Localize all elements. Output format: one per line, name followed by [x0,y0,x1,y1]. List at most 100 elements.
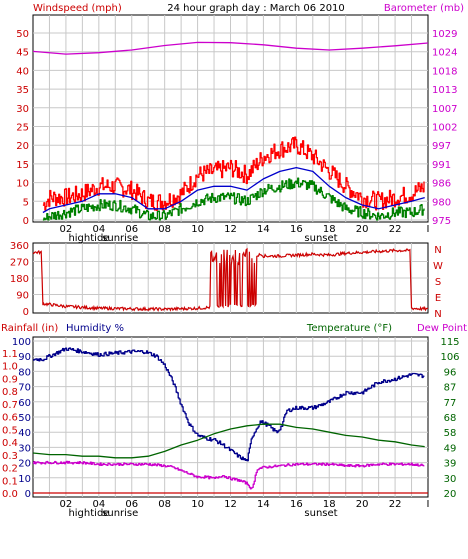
x-tick-label: 14 [257,224,270,235]
humidity-tick-label: 60 [18,398,31,409]
temperature-tick-label: 115 [440,337,459,348]
rainfall-tick-label: 0.1 [2,476,18,487]
humidity-tick-label: 70 [18,383,31,394]
windspeed-tick-label: 45 [16,48,29,59]
direction-tick-label: 90 [16,291,29,302]
barometer-line [32,41,429,55]
temperature-tick-label: 20 [444,489,457,500]
humidity-tick-label: 0 [25,489,31,500]
temperature-tick-label: 87 [444,383,457,394]
rainfall-tick-label: 0.9 [2,374,18,385]
compass-letter: E [435,293,441,304]
humidity-line [33,347,425,462]
wind-line [42,177,425,221]
x-tick-label: 02 [60,224,73,235]
temperature-tick-labels: 20 30 39 49 58 68 77 87 96 106 115 [440,337,459,500]
temperature-tick-label: 58 [444,428,457,439]
direction-tick-label: 180 [10,274,29,285]
x-tick-label: I [427,224,430,235]
temperature-tick-label: 68 [444,413,457,424]
humidity-tick-labels: 0 10 20 30 40 50 60 70 80 90 100 [12,337,31,500]
temperature-tick-label: 39 [444,459,457,470]
time-marker-label: sunrise [102,508,138,519]
temperature-tick-label: 106 [440,352,459,363]
time-marker-label: sunrise [102,233,138,244]
barometer-tick-label: 1029 [432,29,457,40]
compass-letter: W [433,261,443,272]
x-tick-label: 06 [125,499,138,510]
wind-direction-line [32,247,429,312]
windspeed-tick-label: 20 [16,141,29,152]
chart-title: 24 hour graph day : March 06 2010 [167,3,345,14]
barometer-tick-label: 1002 [432,123,457,134]
barometer-tick-label: 1007 [432,104,457,115]
barometer-tick-label: 1013 [432,85,457,96]
barometer-tick-label: 975 [432,216,451,227]
windspeed-tick-label: 30 [16,104,29,115]
direction-tick-label: 360 [10,241,29,252]
windspeed-tick-label: 50 [16,29,29,40]
temperature-tick-label: 77 [444,398,457,409]
rainfall-axis-label: Rainfall (in) [1,323,58,334]
time-marker-label: hightide [68,233,109,244]
temperature-line [32,423,425,459]
rainfall-tick-labels: 0.0 0.10.2 0.3 0.4 0.50.6 0.7 0.8 0.91.0 1.1 [2,349,18,500]
rainfall-tick-label: 1.0 [2,362,18,373]
humidity-tick-label: 40 [18,428,31,439]
x-tick-label: 16 [290,499,303,510]
windspeed-tick-label: 35 [16,85,29,96]
time-marker-label: sunset [304,233,337,244]
dewpoint-axis-label: Dew Point [417,323,467,334]
barometer-tick-label: 991 [432,160,451,171]
windspeed-tick-label: 5 [23,197,29,208]
gust-line [42,136,425,211]
barometer-tick-label: 1018 [432,66,457,77]
compass-letter: N [434,245,441,256]
rainfall-tick-label: 0.7 [2,400,18,411]
windspeed-tick-label: 40 [16,66,29,77]
humidity-tick-label: 80 [18,367,31,378]
barometer-tick-labels: 975 980 986 991 997 1002 1007 1013 1018 1024 1029 [432,29,457,227]
direction-tick-label: 270 [10,258,29,269]
rainfall-tick-label: 0.4 [2,438,18,449]
x-tick-label: 20 [356,224,369,235]
time-marker-label: sunset [304,508,337,519]
rainfall-tick-label: 0.3 [2,451,18,462]
x-tick-label: 02 [60,499,73,510]
x-tick-label: 08 [158,224,171,235]
x-tick-label: 18 [323,499,336,510]
rainfall-tick-label: 1.1 [2,349,18,360]
humidity-tick-label: 20 [18,459,31,470]
barometer-axis-label: Barometer (mb) [384,3,464,14]
x-tick-label: 16 [290,224,303,235]
x-tick-label: 14 [257,499,270,510]
time-marker-label: hightide [68,508,109,519]
windspeed-tick-label: 0 [23,216,29,227]
x-tick-label: 06 [125,224,138,235]
humidity-axis-label: Humidity % [66,323,124,334]
x-tick-label: 12 [224,499,237,510]
direction-tick-labels: 360 270 180 90 0 [10,241,29,318]
x-tick-label: 18 [323,224,336,235]
temperature-tick-label: 96 [444,367,457,378]
humidity-tick-label: 100 [12,337,31,348]
humidity-tick-label: 90 [18,352,31,363]
temp-series [32,347,428,494]
x-tick-label: 04 [92,224,105,235]
avg-line [42,166,425,214]
x-tick-label: 10 [191,224,204,235]
humidity-tick-label: 10 [18,474,31,485]
x-tick-label: 10 [191,499,204,510]
rainfall-tick-label: 0.8 [2,387,18,398]
temperature-tick-label: 49 [444,443,457,454]
x-tick-label: 20 [356,499,369,510]
direction-tick-label: 0 [23,307,29,318]
windspeed-tick-label: 15 [16,160,29,171]
